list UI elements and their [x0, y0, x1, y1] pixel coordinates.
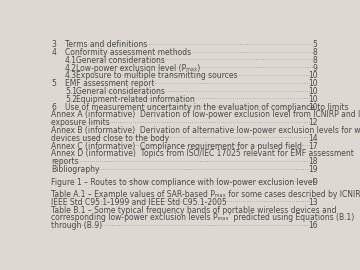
Text: 10: 10 [308, 72, 318, 80]
Text: 10: 10 [308, 95, 318, 104]
Text: 5: 5 [51, 79, 56, 88]
Text: 12: 12 [308, 118, 318, 127]
Text: Table A.1 – Example values of SAR-based Pₘₐₓ for some cases described by ICNIRP,: Table A.1 – Example values of SAR-based … [51, 190, 360, 199]
Text: 18: 18 [308, 157, 318, 166]
Text: 10: 10 [308, 79, 318, 88]
Text: 5: 5 [313, 40, 318, 49]
Text: exposure limits: exposure limits [51, 118, 110, 127]
Text: devices used close to the body: devices used close to the body [51, 134, 170, 143]
Text: 16: 16 [308, 221, 318, 230]
Text: 3: 3 [51, 40, 56, 49]
Text: 5.1: 5.1 [65, 87, 77, 96]
Text: through (B.9): through (B.9) [51, 221, 103, 230]
Text: General considerations: General considerations [76, 87, 165, 96]
Text: Annex C (informative)  Compliance requirement for a pulsed field: Annex C (informative) Compliance require… [51, 142, 302, 151]
Text: 14: 14 [308, 134, 318, 143]
Text: Figure 1 – Routes to show compliance with low-power exclusion level: Figure 1 – Routes to show compliance wit… [51, 177, 315, 187]
Text: corresponding low-power exclusion levels Pₘₐₓ’ predicted using Equations (B.1): corresponding low-power exclusion levels… [51, 213, 355, 222]
Text: reports: reports [51, 157, 79, 166]
Text: Low-power exclusion level (Pₘₐₓ): Low-power exclusion level (Pₘₐₓ) [76, 64, 201, 73]
Text: Use of measurement uncertainty in the evaluation of compliance to limits: Use of measurement uncertainty in the ev… [64, 103, 348, 112]
Text: Conformity assessment methods: Conformity assessment methods [64, 48, 191, 57]
Text: Equipment-related information: Equipment-related information [76, 95, 195, 104]
Text: 4: 4 [51, 48, 56, 57]
Text: 4.1: 4.1 [65, 56, 77, 65]
Text: IEEE Std C95.1-1999 and IEEE Std C95.1-2005: IEEE Std C95.1-1999 and IEEE Std C95.1-2… [51, 198, 227, 207]
Text: Annex A (informative)  Derivation of low-power exclusion level from ICNIRP and I: Annex A (informative) Derivation of low-… [51, 110, 360, 119]
Text: Terms and definitions: Terms and definitions [64, 40, 147, 49]
Text: 8: 8 [313, 48, 318, 57]
Text: 9: 9 [313, 64, 318, 73]
Text: 5.2: 5.2 [65, 95, 77, 104]
Text: 10: 10 [308, 103, 318, 112]
Text: Table B.1 – Some typical frequency bands of portable wireless devices and: Table B.1 – Some typical frequency bands… [51, 205, 337, 215]
Text: 13: 13 [308, 198, 318, 207]
Text: 9: 9 [313, 177, 318, 187]
Text: Annex B (informative)  Derivation of alternative low-power exclusion levels for : Annex B (informative) Derivation of alte… [51, 126, 360, 135]
Text: Exposure to multiple transmitting sources: Exposure to multiple transmitting source… [76, 72, 238, 80]
Text: General considerations: General considerations [76, 56, 165, 65]
Text: 8: 8 [313, 56, 318, 65]
Text: Bibliography: Bibliography [51, 165, 100, 174]
Text: 6: 6 [51, 103, 56, 112]
Text: 19: 19 [308, 165, 318, 174]
Text: 4.3: 4.3 [65, 72, 77, 80]
Text: 4.2: 4.2 [65, 64, 77, 73]
Text: 17: 17 [308, 142, 318, 151]
Text: Annex D (informative)  Topics from ISO/IEC 17025 relevant for EMF assessment: Annex D (informative) Topics from ISO/IE… [51, 150, 354, 158]
Text: EMF assessment report: EMF assessment report [64, 79, 154, 88]
Text: 10: 10 [308, 87, 318, 96]
